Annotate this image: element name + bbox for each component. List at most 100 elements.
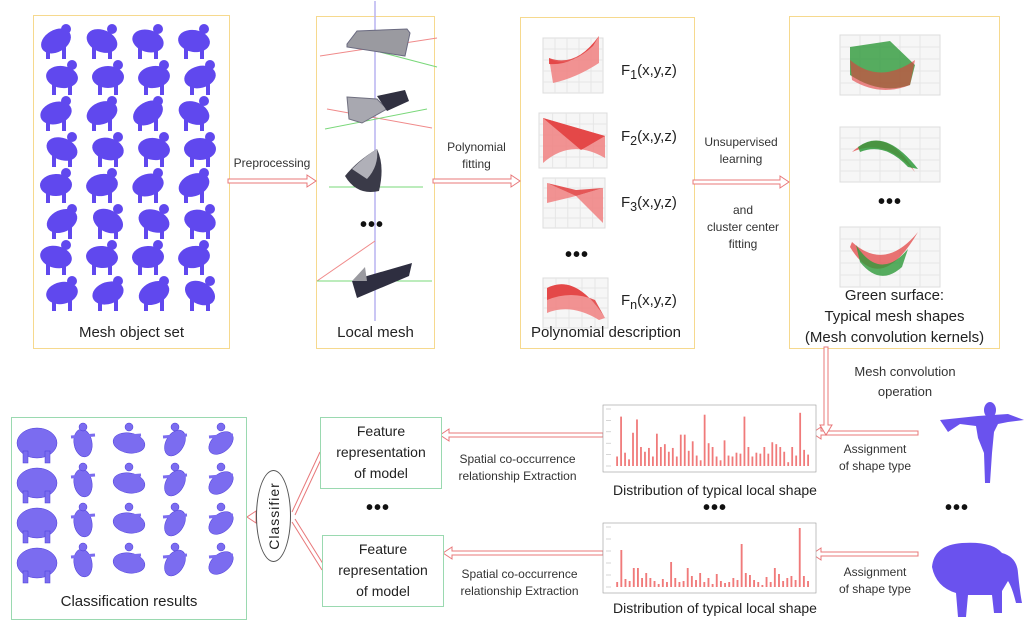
- histogram-bar: [771, 442, 774, 466]
- histogram-bar: [719, 581, 722, 587]
- spatial-1-line-1: Spatial co-occurrence: [459, 452, 576, 466]
- mesh-silhouette: [40, 168, 72, 203]
- unsupervised-learning-label: Unsupervised learning: [693, 134, 789, 168]
- histogram-bar: [661, 579, 664, 587]
- mesh-silhouette: [132, 240, 164, 275]
- histogram-bar: [761, 585, 764, 587]
- histogram-bar: [645, 573, 648, 587]
- mesh-silhouette: [40, 240, 72, 275]
- histogram-bar: [620, 416, 622, 466]
- histogram-bar: [674, 578, 677, 587]
- histogram-bar: [703, 414, 706, 466]
- mesh-silhouette: [138, 276, 170, 311]
- local-mesh-patch-3: [329, 149, 423, 192]
- histogram-bar: [655, 433, 658, 466]
- histogram-bar: [759, 453, 762, 466]
- classified-mesh: [70, 542, 96, 578]
- mesh-silhouette: [184, 60, 216, 95]
- histogram-bar: [695, 580, 697, 587]
- function-f2: F2(x,y,z): [621, 128, 677, 148]
- kernel-surface-plot: [839, 126, 941, 183]
- polynomial-caption: Polynomial description: [530, 324, 682, 341]
- classified-mesh: [208, 462, 234, 495]
- classified-mesh: [112, 422, 146, 454]
- classified-mesh: [16, 467, 58, 504]
- mesh-silhouette: [46, 132, 78, 167]
- assignment-label-1: Assignment of shape type: [825, 441, 925, 475]
- histogram-bar: [663, 444, 666, 466]
- classified-mesh: [112, 462, 146, 494]
- histogram-bar: [802, 576, 805, 587]
- unsupervised-line-1: Unsupervised: [704, 135, 778, 149]
- histogram-bar: [711, 447, 714, 466]
- histogram-bar: [736, 580, 739, 587]
- histogram-bar: [653, 581, 656, 587]
- histogram-bar: [671, 447, 674, 466]
- kernel-surface-plot: [839, 226, 941, 288]
- histogram-bar: [753, 580, 756, 587]
- mesh-silhouette: [184, 276, 216, 311]
- histogram-bar: [807, 454, 810, 466]
- feature-representation-box-1: Feature representation of model: [320, 417, 442, 489]
- classified-mesh: [70, 422, 96, 458]
- cluster-line-3: fitting: [728, 237, 758, 251]
- arrow-assign-1: [811, 426, 919, 440]
- classified-mesh: [208, 502, 234, 535]
- histogram-bar: [632, 432, 634, 466]
- mesh-conv-line-1: Mesh convolution: [854, 364, 956, 379]
- histogram-bar: [632, 568, 635, 587]
- histogram-bar: [794, 580, 797, 587]
- histogram-bar: [786, 578, 789, 587]
- classifier-node: Classifier: [256, 470, 291, 562]
- function-f1: F1(x,y,z): [621, 62, 677, 82]
- histogram-bar: [773, 568, 776, 587]
- arrow-spatial-2: [442, 546, 604, 560]
- spatial-2-line-1: Spatial co-occurrence: [461, 567, 578, 581]
- histogram-bar: [667, 451, 670, 466]
- histogram-bar: [755, 452, 758, 466]
- assignment-label-2: Assignment of shape type: [825, 564, 925, 598]
- feature-2-line-3: of model: [356, 583, 410, 599]
- mesh-convolution-label: Mesh convolution operation: [840, 362, 970, 402]
- elephant-mesh-figure: [932, 542, 1022, 617]
- feature-1-line-3: of model: [354, 465, 408, 481]
- classification-results-panel: Classification results: [11, 417, 247, 620]
- mesh-silhouette: [92, 60, 124, 95]
- classified-mesh: [162, 462, 188, 497]
- classified-mesh: [16, 547, 58, 584]
- classified-mesh: [112, 542, 146, 574]
- mesh-silhouette: [138, 60, 170, 95]
- polynomial-fitting-line-2: fitting: [462, 157, 491, 171]
- histogram-bar: [624, 452, 626, 466]
- local-mesh-caption: Local mesh: [337, 324, 414, 341]
- histogram-bar: [628, 459, 630, 466]
- histogram-bar: [652, 456, 654, 466]
- histogram-bar: [648, 447, 650, 466]
- histogram-bar: [707, 578, 710, 587]
- mesh-silhouette: [133, 96, 163, 131]
- local-mesh-patch-4: [316, 240, 432, 298]
- local-mesh-patch-2: [324, 90, 433, 130]
- mesh-silhouette: [178, 96, 210, 131]
- histogram-bar: [641, 578, 644, 587]
- histogram-bar: [767, 453, 770, 466]
- mesh-silhouette: [178, 240, 210, 275]
- polynomial-surfaces-image: [538, 36, 609, 329]
- histogram-bar: [666, 582, 668, 587]
- histogram-bar: [769, 582, 772, 587]
- histogram-bar: [719, 460, 722, 466]
- histogram-bar: [751, 456, 754, 466]
- classified-mesh: [16, 507, 58, 544]
- assignment-1-line-1: Assignment: [843, 442, 907, 456]
- classified-meshes-image: [16, 422, 234, 584]
- polynomial-fitting-label: Polynomial fitting: [433, 139, 520, 173]
- arrow-classifier-results: [246, 510, 257, 524]
- histogram-bar: [795, 455, 798, 466]
- mesh-silhouette: [86, 96, 118, 131]
- histogram-bar: [670, 562, 673, 587]
- mesh-silhouette: [132, 168, 164, 203]
- histogram-bar: [682, 581, 685, 587]
- histogram-bar: [765, 577, 768, 587]
- histogram-bar: [691, 441, 694, 466]
- histogram-bar: [744, 573, 747, 587]
